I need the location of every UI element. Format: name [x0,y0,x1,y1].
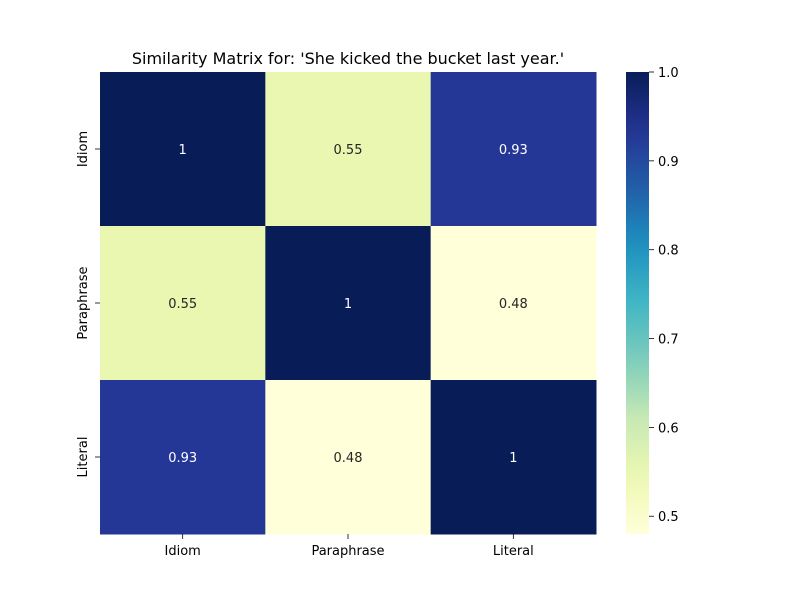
x-tick-label: Literal [493,544,534,559]
x-tick-label: Paraphrase [311,544,384,559]
heatmap-cell [430,72,597,227]
cell-value-label: 1 [179,143,187,158]
chart-title: Similarity Matrix for: 'She kicked the b… [132,49,564,68]
heatmap-cell [265,226,432,381]
colorbar-gradient [626,72,649,534]
colorbar-tick-label: 0.7 [658,333,679,348]
heatmap-cell [430,226,597,381]
colorbar-tick-label: 0.8 [658,244,679,259]
cell-value-label: 1 [509,451,517,466]
y-tick-label: Literal [76,437,91,478]
heatmap-cell [100,226,266,381]
colorbar: 0.5 0.6 0.7 0.8 0.9 1.0 [626,66,679,534]
colorbar-tick-label: 0.5 [658,510,679,525]
y-tick-label: Idiom [76,131,91,167]
x-axis: Idiom Paraphrase Literal [165,534,534,559]
heatmap-cell [100,72,266,227]
heatmap-cell [265,72,432,227]
y-tick-label: Paraphrase [76,266,91,339]
cell-value-label: 1 [344,297,352,312]
colorbar-tick-label: 0.9 [658,155,679,170]
colorbar-tick-label: 0.6 [658,421,679,436]
cell-value-label: 0.48 [334,451,363,466]
colorbar-tick-label: 1.0 [658,66,679,81]
x-tick-label: Idiom [165,544,201,559]
heatmap-cells [100,72,597,535]
cell-value-label: 0.48 [499,297,528,312]
heatmap-cell-labels: 1 0.55 0.93 0.55 1 0.48 0.93 0.48 1 [168,143,528,466]
heatmap-cell [430,380,597,535]
cell-value-label: 0.55 [168,297,197,312]
heatmap-cell [100,380,266,535]
cell-value-label: 0.93 [168,451,197,466]
y-axis: Idiom Paraphrase Literal [76,131,100,478]
cell-value-label: 0.93 [499,143,528,158]
heatmap-cell [265,380,432,535]
cell-value-label: 0.55 [334,143,363,158]
